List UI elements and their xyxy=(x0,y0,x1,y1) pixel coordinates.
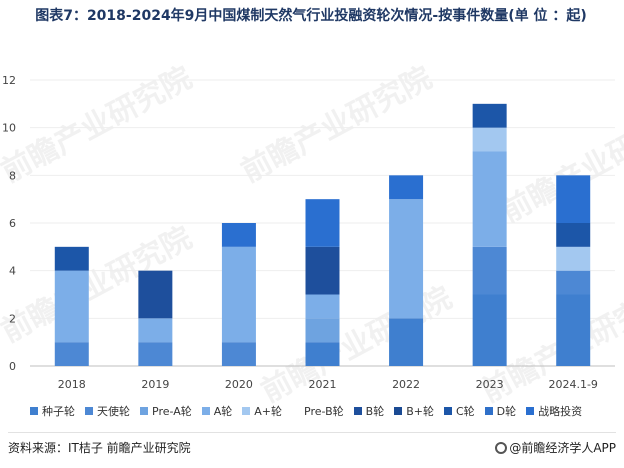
legend-swatch xyxy=(30,407,38,415)
bar-segment xyxy=(556,246,591,271)
bar-segment xyxy=(305,199,340,247)
x-tick-label: 2022 xyxy=(392,378,420,391)
legend-label: A轮 xyxy=(213,405,233,418)
legend-item: A+轮 xyxy=(242,403,282,419)
stacked-bar-chart: 0 2 4 6 8 10 12 2018 2019 2020 2021 2022 2023 2024.1… xyxy=(2,74,615,391)
legend-item: Pre-B轮 xyxy=(292,403,344,419)
legend-label: Pre-B轮 xyxy=(304,405,344,418)
y-tick-label: 8 xyxy=(9,169,16,182)
legend-label: B+轮 xyxy=(406,405,434,418)
bar-segment xyxy=(54,342,89,366)
bar-segment xyxy=(556,270,591,295)
bar-segment xyxy=(305,342,340,366)
bar-segment xyxy=(472,127,507,152)
bar-segment xyxy=(305,294,340,319)
legend-label: 天使轮 xyxy=(97,405,130,418)
legend-label: A+轮 xyxy=(254,405,283,418)
y-tick-label: 2 xyxy=(9,312,16,325)
x-axis: 2018 2019 2020 2021 2022 2023 2024.1-9 xyxy=(58,378,598,391)
y-tick-label: 0 xyxy=(9,360,16,373)
legend-item: Pre-A轮 xyxy=(140,403,192,419)
bar-segment xyxy=(472,103,507,128)
bar-segment xyxy=(472,151,507,247)
legend-item: 种子轮 xyxy=(30,403,75,419)
legend-item: 天使轮 xyxy=(85,403,130,419)
legend-swatch xyxy=(292,407,301,415)
bar-segment xyxy=(54,270,89,343)
legend-swatch xyxy=(140,407,148,415)
y-tick-label: 6 xyxy=(9,217,16,230)
legend-label: D轮 xyxy=(496,405,517,418)
legend-item: B轮 xyxy=(353,403,385,419)
x-tick-label: 2018 xyxy=(58,378,86,391)
y-tick-label: 12 xyxy=(2,74,16,87)
y-axis: 0 2 4 6 8 10 12 xyxy=(2,74,16,373)
bar-segment xyxy=(221,342,256,366)
bar-segment xyxy=(138,270,173,319)
legend-item: A轮 xyxy=(201,403,233,419)
legend-label: Pre-A轮 xyxy=(152,405,192,418)
legend-label: 战略投资 xyxy=(538,405,583,418)
legend-swatch xyxy=(85,407,93,415)
source-note: 资料来源：IT桔子 前瞻产业研究院 xyxy=(8,441,191,455)
legend-item: C轮 xyxy=(443,403,475,419)
chart-title: 图表7：2018-2024年9月中国煤制天然气行业投融资轮次情况-按事件数量(单… xyxy=(35,8,587,24)
bar-segment xyxy=(389,199,424,319)
bar-segment xyxy=(389,175,424,200)
bar-segment xyxy=(389,318,424,366)
legend-label: 种子轮 xyxy=(42,405,75,418)
x-tick-label: 2024.1-9 xyxy=(548,378,597,391)
bar-segment xyxy=(305,246,340,295)
legend-label: B轮 xyxy=(365,405,385,418)
bar-segment xyxy=(221,246,256,343)
y-tick-label: 4 xyxy=(9,265,16,278)
legend-swatch xyxy=(242,407,251,415)
legend-label: C轮 xyxy=(455,405,475,418)
legend-item: B+轮 xyxy=(394,403,434,419)
legend-swatch xyxy=(394,407,403,415)
bar-segment xyxy=(54,246,89,271)
bar-segment xyxy=(305,318,340,343)
x-tick-label: 2020 xyxy=(225,378,253,391)
bar-segment xyxy=(138,342,173,366)
bar-segment xyxy=(556,223,591,247)
footer-divider xyxy=(8,432,616,433)
bar-segment xyxy=(556,294,591,366)
bar-segment xyxy=(472,294,507,366)
x-tick-label: 2019 xyxy=(141,378,169,391)
brand-tag: @前瞻经济学人APP xyxy=(495,439,616,456)
legend-swatch xyxy=(201,407,210,415)
legend-swatch xyxy=(353,407,362,415)
legend-swatch xyxy=(443,407,452,415)
legend-swatch xyxy=(484,407,493,415)
bar-segment xyxy=(138,318,173,343)
bar-segment xyxy=(472,246,507,295)
x-tick-label: 2021 xyxy=(309,378,337,391)
bar-segment xyxy=(221,223,256,247)
legend: 种子轮 天使轮 Pre-A轮 A轮 A+轮 Pre-B轮 B轮 B+轮 C轮 D轮 战略投资 xyxy=(30,403,620,419)
bars xyxy=(54,103,591,366)
legend-item: D轮 xyxy=(484,403,517,419)
x-tick-label: 2023 xyxy=(476,378,504,391)
bar-segment xyxy=(556,175,591,223)
legend-item: 战略投资 xyxy=(526,403,582,419)
legend-swatch xyxy=(526,407,535,415)
brand-label: @前瞻经济学人APP xyxy=(509,441,616,455)
y-tick-label: 10 xyxy=(2,122,16,135)
brand-logo-icon xyxy=(495,442,508,454)
